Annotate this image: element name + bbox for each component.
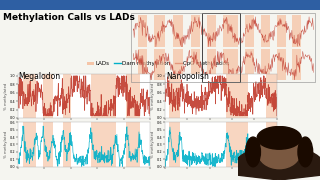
Text: Megalodon: Megalodon: [19, 72, 61, 81]
Ellipse shape: [258, 135, 300, 169]
Bar: [169, 74, 180, 118]
Y-axis label: % methylated: % methylated: [151, 131, 156, 158]
Text: Methylation Calls vs LADs: Methylation Calls vs LADs: [3, 14, 135, 22]
Bar: [43, 74, 53, 118]
Bar: [91, 74, 116, 118]
Bar: [155, 49, 165, 80]
Bar: [227, 74, 248, 118]
Ellipse shape: [246, 137, 260, 167]
Y-axis label: % methylated: % methylated: [4, 82, 8, 110]
Bar: [191, 15, 200, 47]
Bar: [23, 122, 36, 166]
Ellipse shape: [298, 137, 313, 167]
Bar: [261, 49, 270, 80]
Bar: [191, 49, 200, 80]
Bar: [292, 49, 301, 80]
Bar: [126, 122, 140, 166]
Y-axis label: % methylated: % methylated: [4, 131, 8, 158]
Bar: [207, 15, 216, 47]
Ellipse shape: [257, 127, 301, 149]
Bar: [172, 49, 183, 80]
Bar: [292, 15, 301, 47]
Legend: LADs, Dam methylation, CpG methylation: LADs, Dam methylation, CpG methylation: [85, 59, 232, 69]
Bar: [23, 74, 36, 118]
Text: Nanopolish: Nanopolish: [166, 72, 209, 81]
Bar: [277, 15, 286, 47]
Bar: [172, 15, 183, 47]
Bar: [223, 15, 238, 47]
Bar: [245, 49, 254, 80]
Bar: [277, 49, 286, 80]
Bar: [63, 122, 71, 166]
Bar: [223, 49, 238, 80]
Bar: [207, 49, 216, 80]
Bar: [261, 15, 270, 47]
Bar: [138, 49, 147, 80]
Bar: [266, 74, 277, 118]
Bar: [227, 122, 248, 166]
Y-axis label: % methylated: % methylated: [151, 82, 156, 110]
Bar: [63, 74, 71, 118]
Bar: [169, 122, 180, 166]
Bar: [266, 122, 277, 166]
Bar: [126, 74, 140, 118]
Bar: [91, 122, 116, 166]
Bar: [138, 15, 147, 47]
Bar: [245, 15, 254, 47]
Wedge shape: [227, 145, 320, 180]
Bar: [155, 15, 165, 47]
Bar: [43, 122, 53, 166]
